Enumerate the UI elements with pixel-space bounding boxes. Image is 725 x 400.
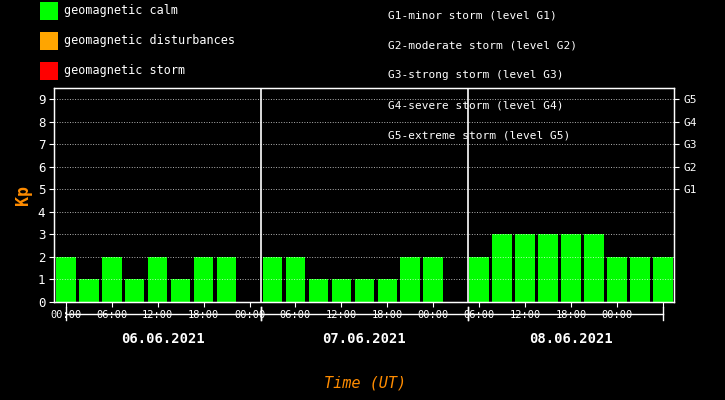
Y-axis label: Kp: Kp [14,185,33,205]
Bar [515,234,535,302]
Bar [102,257,122,302]
Text: G2-moderate storm (level G2): G2-moderate storm (level G2) [388,40,577,50]
Bar [194,257,213,302]
Text: 08.06.2021: 08.06.2021 [529,332,613,346]
Bar [423,257,443,302]
Bar [400,257,420,302]
Bar [79,280,99,302]
Text: G1-minor storm (level G1): G1-minor storm (level G1) [388,10,557,20]
Bar [217,257,236,302]
Bar [378,280,397,302]
Bar [630,257,650,302]
Bar [148,257,167,302]
Text: G5-extreme storm (level G5): G5-extreme storm (level G5) [388,130,570,140]
Text: G4-severe storm (level G4): G4-severe storm (level G4) [388,100,563,110]
Bar [584,234,604,302]
Bar [561,234,581,302]
Text: G3-strong storm (level G3): G3-strong storm (level G3) [388,70,563,80]
Bar [286,257,305,302]
Text: geomagnetic calm: geomagnetic calm [64,4,178,17]
Bar [309,280,328,302]
Bar [607,257,626,302]
Bar [355,280,374,302]
Bar [538,234,558,302]
Text: 07.06.2021: 07.06.2021 [323,332,406,346]
Bar [469,257,489,302]
Text: Time (UT): Time (UT) [323,375,406,390]
Text: 06.06.2021: 06.06.2021 [122,332,205,346]
Text: geomagnetic disturbances: geomagnetic disturbances [64,34,235,47]
Bar [56,257,75,302]
Bar [125,280,144,302]
Bar [331,280,351,302]
Text: geomagnetic storm: geomagnetic storm [64,64,185,77]
Bar [492,234,512,302]
Bar [262,257,282,302]
Bar [171,280,191,302]
Bar [653,257,673,302]
